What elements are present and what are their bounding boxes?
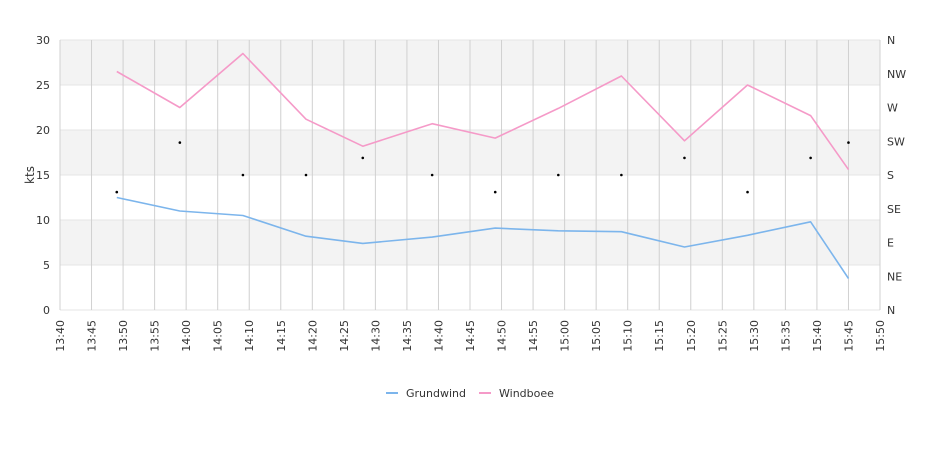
- x-tick-label: 15:45: [842, 320, 855, 352]
- y-tick-label: 25: [36, 79, 50, 92]
- x-tick-label: 14:05: [212, 320, 225, 352]
- y2-tick-label: NE: [887, 270, 902, 283]
- direction-point: [620, 173, 623, 177]
- y-tick-label: 20: [36, 124, 50, 137]
- vertical-gridlines: [59, 40, 881, 310]
- x-tick-label: 14:10: [243, 320, 256, 352]
- direction-point: [304, 173, 308, 177]
- y2-tick-label: E: [887, 237, 894, 250]
- x-tick-label: 14:25: [338, 320, 351, 352]
- x-tick-label: 15:00: [559, 320, 572, 352]
- direction-points: [115, 141, 850, 194]
- direction-point: [430, 173, 434, 177]
- direction-point: [847, 141, 850, 144]
- x-tick-label: 15:20: [685, 320, 698, 352]
- series-lines: [116, 52, 850, 279]
- direction-point: [493, 190, 497, 194]
- x-tick-label: 13:55: [149, 320, 162, 352]
- y2-tick-label: SE: [887, 203, 901, 216]
- direction-point: [557, 173, 560, 177]
- y-tick-label: 10: [36, 214, 50, 227]
- x-tick-label: 13:45: [86, 320, 99, 352]
- legend-label: Windboee: [499, 387, 554, 400]
- x-tick-label: 14:45: [464, 320, 477, 352]
- x-tick-label: 14:30: [369, 320, 382, 352]
- x-tick-label: 14:00: [180, 320, 193, 352]
- y-tick-label: 5: [43, 259, 50, 272]
- legend: Grundwind Windboee: [386, 387, 554, 400]
- x-tick-label: 15:15: [653, 320, 666, 352]
- y2-tick-label: W: [887, 102, 898, 115]
- x-tick-label: 15:10: [622, 320, 635, 352]
- x-tick-label: 14:35: [401, 320, 414, 352]
- legend-label: Grundwind: [406, 387, 466, 400]
- direction-point: [746, 190, 749, 194]
- y2-tick-label: N: [887, 34, 895, 47]
- y-tick-label: 30: [36, 34, 50, 47]
- y2-tick-label: NW: [887, 68, 906, 81]
- direction-point: [241, 173, 245, 177]
- x-tick-label: 15:50: [874, 320, 887, 352]
- y2-tick-label: SW: [887, 135, 905, 148]
- direction-point: [361, 156, 365, 160]
- legend-item-grundwind[interactable]: Grundwind: [386, 387, 466, 400]
- x-tick-label: 15:35: [779, 320, 792, 352]
- y-axis-ticks: 0 5 10 15 20 25 30: [36, 34, 50, 317]
- y2-axis-ticks: N NE E SE S SW W NW N: [887, 34, 906, 317]
- x-tick-label: 14:15: [275, 320, 288, 352]
- x-tick-label: 14:20: [306, 320, 319, 352]
- series-line-windboee: [116, 52, 850, 171]
- x-tick-label: 13:50: [117, 320, 130, 352]
- y-axis-title: kts: [23, 166, 37, 184]
- y2-tick-label: S: [887, 169, 894, 182]
- x-tick-label: 14:50: [496, 320, 509, 352]
- x-tick-label: 15:05: [590, 320, 603, 352]
- x-tick-label: 14:55: [527, 320, 540, 352]
- y2-tick-label: N: [887, 304, 895, 317]
- x-tick-label: 15:40: [811, 320, 824, 352]
- series-line-grundwind: [116, 196, 850, 279]
- x-axis-ticks: 13:40 13:45 13:50 13:55 14:00 14:05 14:10 14:15…: [54, 320, 887, 352]
- x-tick-label: 15:30: [748, 320, 761, 352]
- x-tick-label: 15:25: [716, 320, 729, 352]
- y-tick-label: 15: [36, 169, 50, 182]
- x-tick-label: 13:40: [54, 320, 67, 352]
- y-tick-label: 0: [43, 304, 50, 317]
- direction-point: [809, 156, 812, 160]
- legend-item-windboee[interactable]: Windboee: [479, 387, 554, 400]
- x-tick-label: 14:40: [432, 320, 445, 352]
- direction-point: [115, 190, 119, 194]
- direction-point: [683, 156, 686, 160]
- direction-point: [178, 141, 182, 144]
